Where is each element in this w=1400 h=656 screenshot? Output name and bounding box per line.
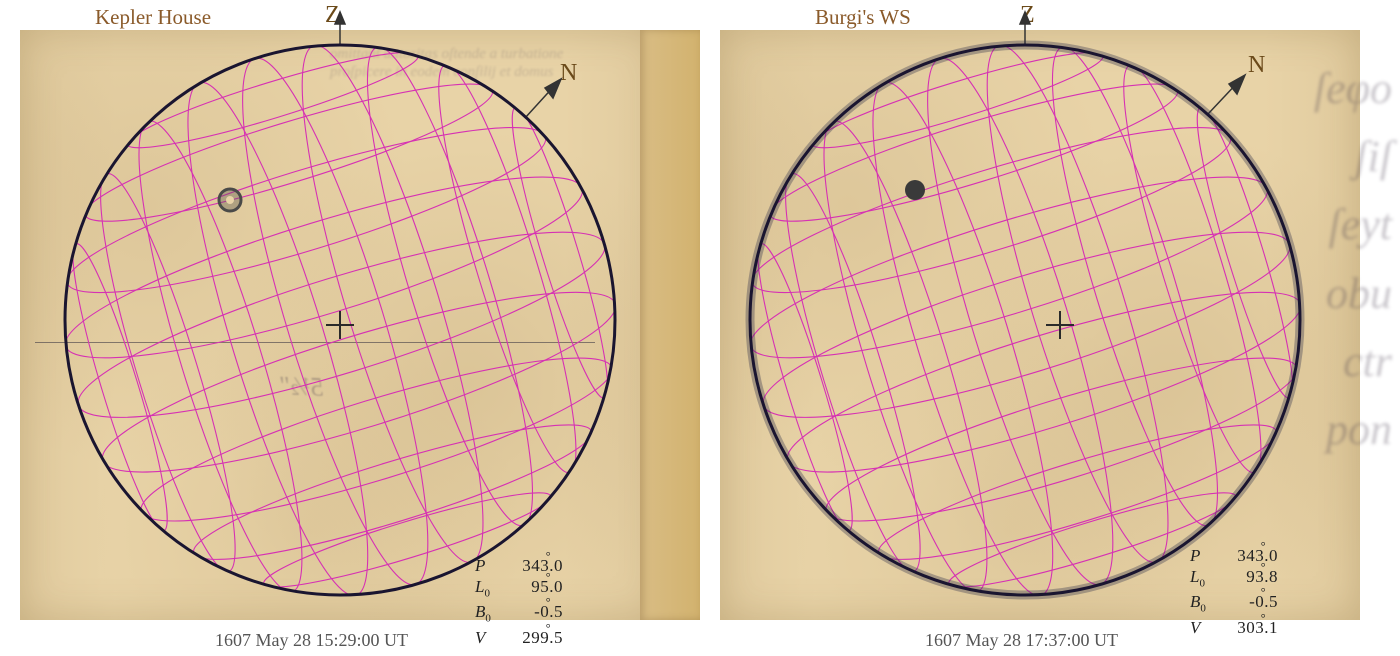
panel-burgi-ws: Burgi's WS Z N ſeφo ʃiſ ſeyt obu ctr pon bbox=[700, 0, 1400, 656]
param-block-right: P343.0 L093.8 B0-0.5 V303.1 bbox=[1190, 545, 1278, 638]
param-P-label-r: P bbox=[1190, 545, 1218, 566]
helio-grid-left bbox=[0, 0, 683, 656]
param-L0-sub-r: 0 bbox=[1199, 578, 1205, 590]
param-L0-value-r: 93.8 bbox=[1218, 566, 1278, 587]
solar-diagram-right bbox=[700, 0, 1400, 656]
param-L0-sub: 0 bbox=[484, 588, 490, 600]
param-V-label: V bbox=[475, 627, 503, 648]
param-V-label-r: V bbox=[1190, 617, 1218, 638]
param-B0-value-r: -0.5 bbox=[1218, 591, 1278, 612]
z-arrow-left bbox=[335, 12, 345, 45]
panel-kepler-house: Kepler House Z N 5½" omittant autoritas … bbox=[0, 0, 700, 656]
z-arrow-right bbox=[1020, 12, 1030, 45]
param-V-value-r: 303.1 bbox=[1218, 617, 1278, 638]
n-arrow-right bbox=[1208, 75, 1245, 114]
param-V-value: 299.5 bbox=[503, 627, 563, 648]
param-B0-label-r: B bbox=[1190, 592, 1200, 611]
n-arrow-left bbox=[525, 79, 561, 118]
param-L0-value: 95.0 bbox=[503, 576, 563, 597]
date-label-right: 1607 May 28 17:37:00 UT bbox=[925, 630, 1118, 651]
param-B0-sub-r: 0 bbox=[1200, 603, 1206, 615]
center-cross-left bbox=[326, 311, 354, 339]
param-P-value: 343.0 bbox=[503, 555, 563, 576]
center-cross-right bbox=[1046, 311, 1074, 339]
param-block-left: P343.0 L095.0 B0-0.5 V299.5 bbox=[475, 555, 563, 648]
param-P-label: P bbox=[475, 555, 503, 576]
solar-diagram-left bbox=[0, 0, 700, 656]
sunspot-left bbox=[218, 188, 242, 212]
solar-limb-ink-right bbox=[750, 45, 1300, 595]
param-B0-label: B bbox=[475, 602, 485, 621]
date-label-left: 1607 May 28 15:29:00 UT bbox=[215, 630, 408, 651]
sunspot-right bbox=[905, 180, 925, 200]
param-B0-value: -0.5 bbox=[503, 601, 563, 622]
param-B0-sub: 0 bbox=[485, 613, 491, 625]
param-P-value-r: 343.0 bbox=[1218, 545, 1278, 566]
